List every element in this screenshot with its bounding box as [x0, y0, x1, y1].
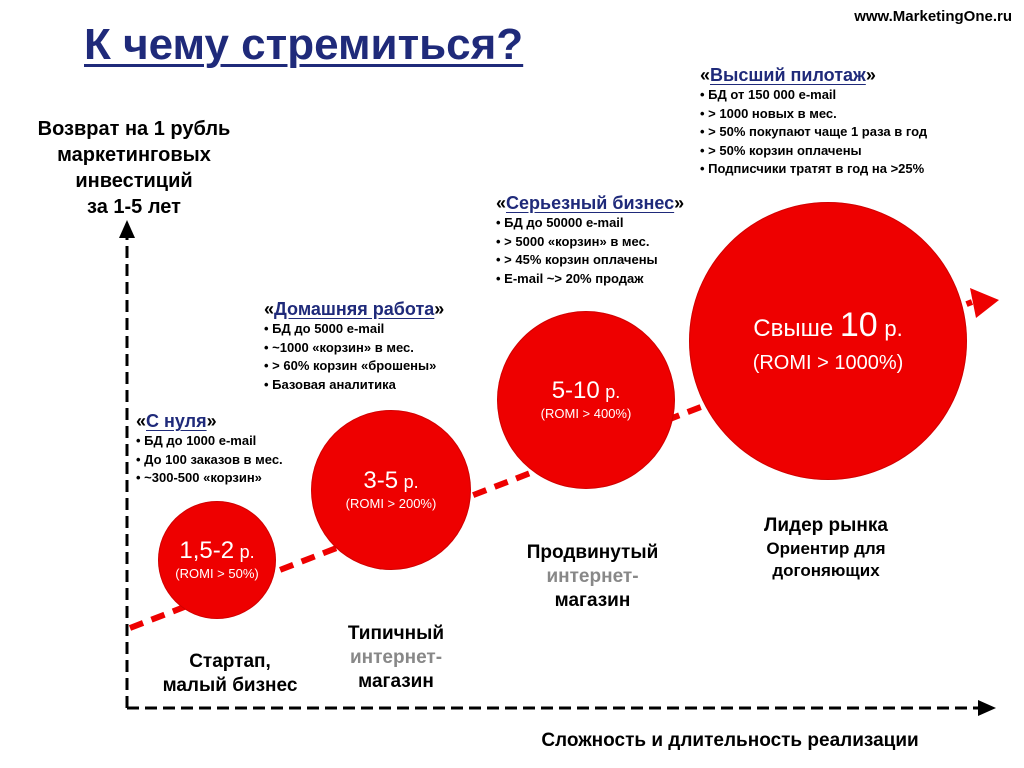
- circle-romi: (ROMI > 200%): [345, 496, 437, 511]
- stage-caption-2: Типичный интернет- магазин: [316, 622, 476, 694]
- caption-line: интернет-: [349, 647, 443, 668]
- trend-arrow-icon: [970, 288, 999, 318]
- stage-circle-4: Свыше 10 р. (ROMI > 1000%): [689, 202, 967, 480]
- bullet-item: БД до 5000 e-mail: [264, 320, 444, 339]
- stage-caption-3: Продвинутый интернет- магазин: [490, 541, 695, 613]
- circle-unit: р.: [403, 472, 419, 492]
- stage-circle-3: 5-10 р. (ROMI > 400%): [497, 311, 675, 489]
- circle-number: 10: [839, 305, 878, 344]
- stage-circle-1: 1,5-2 р. (ROMI > 50%): [158, 501, 276, 619]
- circle-unit: р.: [239, 542, 255, 562]
- bullet-item: Подписчики тратят в год на >25%: [700, 160, 927, 179]
- bullet-item: > 50% корзин оплачены: [700, 142, 927, 161]
- stage-name: «С нуля»: [136, 411, 217, 431]
- stage-description-1: «С нуля» БД до 1000 e-mail До 100 заказо…: [136, 410, 283, 488]
- stage-circle-value: 1,5-2 р.: [179, 539, 254, 564]
- y-axis-arrow-icon: [119, 220, 135, 238]
- caption-line: догоняющих: [772, 561, 880, 580]
- stage-circle-value: Свыше 10 р.: [753, 308, 902, 346]
- stage-bullets: БД до 1000 e-mail До 100 заказов в мес. …: [136, 432, 283, 488]
- caption-line: интернет-: [546, 566, 639, 587]
- site-url[interactable]: www.MarketingOne.ru: [854, 8, 1012, 25]
- caption-line: Ориентир для: [766, 539, 886, 558]
- stage-circle-value: 3-5 р.: [363, 469, 418, 494]
- circle-romi: (ROMI > 50%): [175, 566, 259, 581]
- y-axis-label-line: за 1-5 лет: [87, 196, 181, 218]
- x-axis-label: Сложность и длительность реализации: [541, 730, 919, 751]
- caption-line: Продвинутый: [526, 542, 659, 563]
- stage-name-text: С нуля: [146, 411, 207, 431]
- stage-name: «Домашняя работа»: [264, 299, 445, 319]
- circle-number: 5-10: [551, 377, 600, 404]
- stage-name-text: Серьезный бизнес: [506, 193, 675, 213]
- caption-line: магазин: [554, 590, 631, 611]
- stage-circle-2: 3-5 р. (ROMI > 200%): [311, 410, 471, 570]
- bullet-item: БД до 1000 e-mail: [136, 432, 283, 451]
- bullet-item: БД от 150 000 e-mail: [700, 86, 927, 105]
- bullet-item: БД до 50000 e-mail: [496, 214, 684, 233]
- stage-name: «Серьезный бизнес»: [496, 193, 685, 213]
- stage-name-text: Домашняя работа: [274, 299, 435, 319]
- stage-bullets: БД от 150 000 e-mail > 1000 новых в мес.…: [700, 86, 927, 179]
- bullet-item: > 1000 новых в мес.: [700, 105, 927, 124]
- caption-line: Типичный: [347, 623, 445, 644]
- bullet-item: > 5000 «корзин» в мес.: [496, 233, 684, 252]
- stage-caption-1: Стартап, малый бизнес: [150, 650, 310, 698]
- x-axis-arrow-icon: [978, 700, 996, 716]
- stage-description-2: «Домашняя работа» БД до 5000 e-mail ~100…: [264, 298, 444, 394]
- stage-bullets: БД до 50000 e-mail > 5000 «корзин» в мес…: [496, 214, 684, 288]
- bullet-item: > 50% покупают чаще 1 раза в год: [700, 123, 927, 142]
- y-axis-label-line: инвестиций: [75, 170, 193, 192]
- y-axis-label: Возврат на 1 рубль маркетинговых инвести…: [10, 116, 258, 220]
- stage-description-4: «Высший пилотаж» БД от 150 000 e-mail > …: [700, 64, 927, 179]
- circle-unit: р.: [884, 315, 903, 341]
- bullet-item: E-mail ~> 20% продаж: [496, 270, 684, 289]
- bullet-item: До 100 заказов в мес.: [136, 451, 283, 470]
- bullet-item: > 45% корзин оплачены: [496, 251, 684, 270]
- circle-unit: р.: [605, 382, 621, 402]
- caption-line: малый бизнес: [162, 675, 298, 696]
- y-axis-label-line: Возврат на 1 рубль: [37, 118, 231, 140]
- caption-line: Лидер рынка: [764, 515, 888, 536]
- circle-romi: (ROMI > 400%): [540, 406, 632, 421]
- caption-line: Стартап,: [189, 651, 271, 672]
- y-axis-label-line: маркетинговых: [57, 144, 211, 166]
- stage-caption-4: Лидер рынка Ориентир для догоняющих: [716, 514, 936, 582]
- stage-name-text: Высший пилотаж: [710, 65, 866, 85]
- circle-number: 3-5: [363, 467, 399, 494]
- bullet-item: ~300-500 «корзин»: [136, 469, 283, 488]
- stage-description-3: «Серьезный бизнес» БД до 50000 e-mail > …: [496, 192, 684, 288]
- circle-number: 1,5-2: [179, 537, 235, 564]
- stage-bullets: БД до 5000 e-mail ~1000 «корзин» в мес. …: [264, 320, 444, 394]
- bullet-item: ~1000 «корзин» в мес.: [264, 339, 444, 358]
- bullet-item: Базовая аналитика: [264, 376, 444, 395]
- circle-prefix: Свыше: [753, 314, 834, 342]
- stage-circle-value: 5-10 р.: [552, 379, 621, 404]
- circle-romi: (ROMI > 1000%): [752, 351, 904, 374]
- page-title: К чему стремиться?: [84, 20, 524, 69]
- caption-line: магазин: [358, 671, 434, 692]
- stage-name: «Высший пилотаж»: [700, 65, 876, 85]
- bullet-item: > 60% корзин «брошены»: [264, 357, 444, 376]
